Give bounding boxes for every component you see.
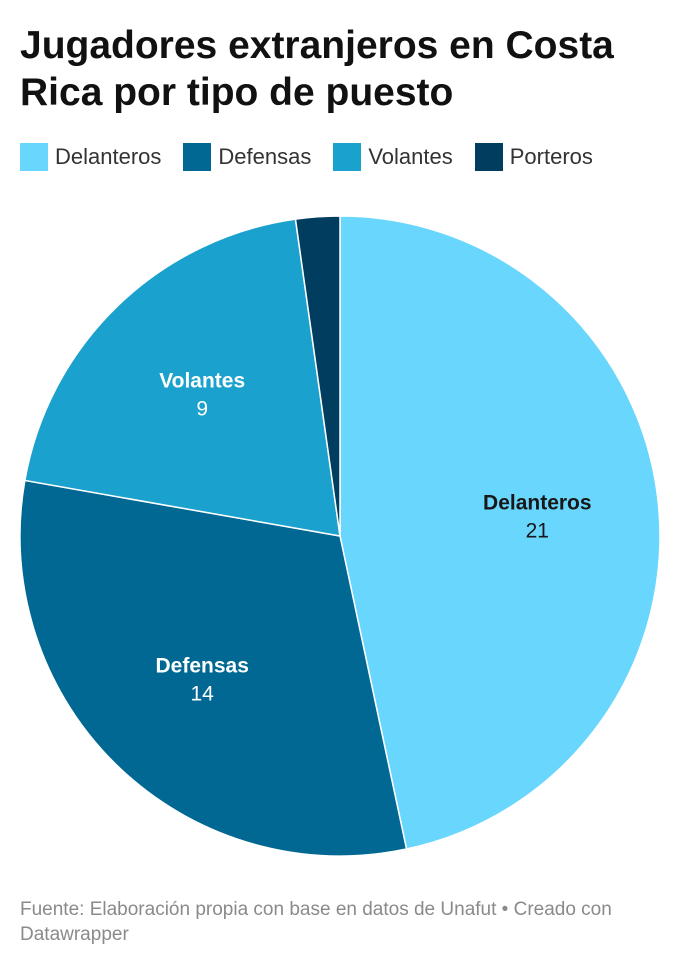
- legend-item-volantes: Volantes: [333, 143, 453, 171]
- slice-label-defensas: Defensas: [155, 655, 248, 678]
- slice-value-defensas: 14: [191, 683, 215, 706]
- pie-slice-volantes: [23, 218, 341, 537]
- legend-label-delanteros: Delanteros: [55, 144, 162, 169]
- legend-label-porteros: Porteros: [509, 144, 593, 169]
- slice-value-delanteros: 21: [526, 519, 549, 542]
- pie-slice-delanteros: [339, 215, 661, 850]
- legend: Delanteros Defensas Volantes Porteros: [20, 143, 670, 171]
- legend-item-defensas: Defensas: [183, 143, 311, 171]
- legend-swatch-porteros: [474, 143, 503, 171]
- source-note: Fuente: Elaboración propia con base en d…: [20, 899, 612, 945]
- legend-swatch-delanteros: [20, 143, 48, 171]
- legend-item-delanteros: Delanteros: [20, 143, 161, 171]
- pie-slice-porteros: [294, 215, 341, 537]
- pie-slice-defensas: [19, 479, 408, 857]
- legend-swatch-volantes: [333, 143, 362, 171]
- chart-title: Jugadores extranjeros en Costa Rica por …: [20, 24, 614, 114]
- legend-swatch-defensas: [183, 143, 212, 171]
- slice-label-volantes: Volantes: [159, 369, 245, 392]
- legend-label-volantes: Volantes: [368, 144, 453, 169]
- legend-item-porteros: Porteros: [474, 143, 593, 171]
- slice-label-delanteros: Delanteros: [483, 491, 592, 514]
- legend-label-defensas: Defensas: [218, 144, 312, 169]
- slice-value-volantes: 9: [196, 397, 208, 420]
- pie-chart: Delanteros 21 Defensas 14 Volantes 9: [19, 215, 661, 857]
